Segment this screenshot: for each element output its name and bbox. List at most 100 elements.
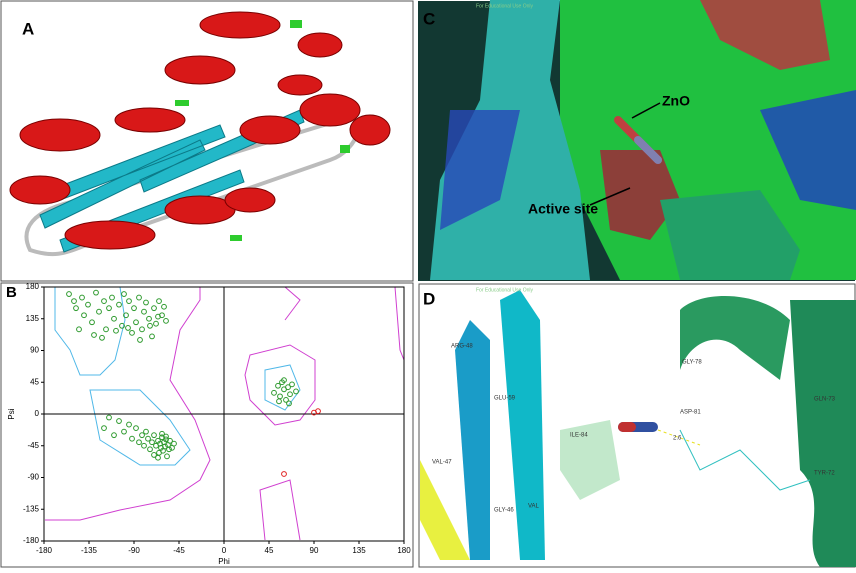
beta-strand (500, 290, 545, 560)
point (153, 320, 159, 327)
beta-strand (420, 460, 470, 560)
residue-label: GLU-59 (494, 396, 516, 402)
point (111, 315, 117, 322)
point (289, 381, 295, 388)
point (66, 291, 72, 297)
panel-b: -180 -135 -90 -45 0 45 90 135 180 -180 -135 -90 -45 0… (0, 282, 414, 568)
point (164, 453, 170, 460)
point (106, 414, 112, 421)
point (81, 312, 87, 319)
point (162, 443, 168, 450)
annotation: ZnO (662, 93, 690, 109)
x-axis-label: Phi (218, 557, 230, 566)
point (141, 442, 147, 449)
point (166, 446, 172, 453)
x-tick-label: -90 (128, 546, 140, 555)
y-tick-label: -90 (27, 473, 39, 482)
point (96, 308, 102, 315)
point (156, 298, 162, 305)
point (149, 439, 155, 446)
residue-label: VAL-47 (432, 460, 452, 466)
point (139, 326, 145, 333)
contour (264, 364, 301, 411)
point (163, 317, 169, 324)
point (275, 382, 281, 389)
point (139, 432, 145, 439)
arrow (589, 187, 631, 206)
panel-label: C (423, 9, 435, 28)
distance-label: 2.6 (673, 436, 682, 442)
panel-c: For Educational Use Only C ZnO Active si… (418, 0, 856, 281)
beta-strand (455, 320, 490, 560)
y-axis-label: Psi (7, 408, 16, 419)
point (111, 432, 117, 439)
point (121, 291, 127, 297)
point (116, 301, 122, 308)
panel-border (0, 282, 414, 568)
surface (660, 190, 800, 280)
y-tick-label: 45 (30, 377, 39, 386)
contour (45, 286, 211, 521)
surface (600, 150, 680, 240)
point (151, 452, 157, 458)
point (126, 298, 132, 305)
point (119, 322, 125, 329)
point (271, 389, 277, 396)
contour (394, 286, 405, 361)
side-chain (679, 429, 811, 491)
point (141, 308, 147, 315)
x-tick-label: -45 (173, 546, 185, 555)
point (287, 391, 293, 398)
helix (790, 300, 856, 567)
point (161, 303, 167, 310)
point (136, 439, 142, 446)
point (143, 428, 149, 435)
point (109, 294, 115, 301)
contour (244, 344, 316, 426)
point (101, 425, 107, 432)
contour (54, 286, 126, 376)
point (155, 454, 161, 461)
panel-label: A (22, 19, 34, 38)
point (125, 325, 131, 331)
residue-label: TYR-72 (814, 471, 835, 477)
point (116, 418, 122, 424)
point (147, 446, 153, 453)
panel-label: D (423, 289, 435, 308)
point (155, 313, 161, 320)
y-tick-label: -180 (23, 536, 40, 545)
zno-molecule (618, 422, 636, 432)
helix (560, 420, 620, 500)
panel-d: For Educational Use Only D ARG-48 GLU-59… (418, 283, 856, 568)
point (276, 398, 282, 405)
contour (259, 479, 301, 541)
point (159, 430, 165, 437)
point (137, 337, 143, 343)
residue-label: ASP-81 (680, 410, 701, 416)
turns (175, 20, 350, 241)
y-tick-label: -45 (27, 441, 39, 450)
point (133, 425, 139, 432)
point (93, 289, 99, 296)
x-tick-label: 135 (352, 546, 366, 555)
x-tick-label: 0 (222, 546, 227, 555)
zno-molecule (634, 136, 662, 164)
helix (680, 296, 790, 380)
residue-label: ILE-84 (570, 433, 588, 439)
point (101, 298, 107, 305)
point (281, 471, 287, 477)
point (123, 312, 129, 319)
bond (657, 429, 701, 446)
point (99, 334, 105, 341)
point (133, 319, 139, 326)
point (89, 319, 95, 326)
x-tick-label: 180 (397, 546, 411, 555)
y-tick-label: 180 (26, 282, 40, 291)
point (151, 305, 157, 312)
x-tick-label: -135 (81, 546, 98, 555)
point (285, 384, 291, 391)
point (147, 322, 153, 329)
point (76, 326, 82, 333)
y-tick-label: -135 (23, 504, 40, 513)
point (136, 294, 142, 301)
